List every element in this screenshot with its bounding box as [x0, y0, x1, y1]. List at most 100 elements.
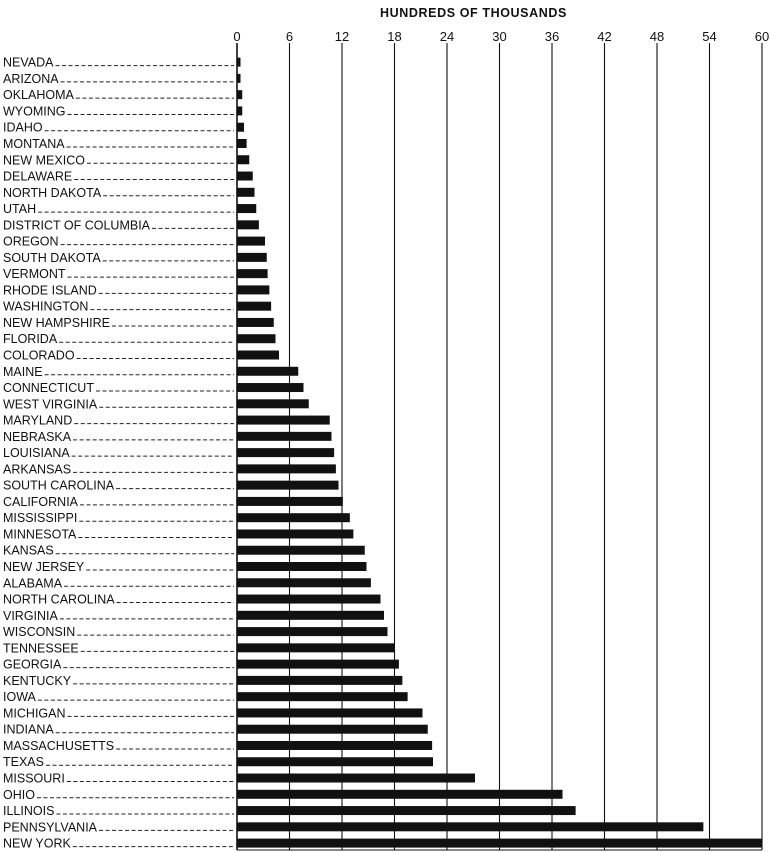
bar-new-hampshire: [237, 317, 274, 327]
x-tick-label-30: 30: [492, 29, 506, 44]
x-tick-label-18: 18: [387, 29, 401, 44]
bar-nevada: [237, 57, 241, 67]
bar-georgia: [237, 659, 399, 669]
category-label-district-of-columbia: DISTRICT OF COLUMBIA: [3, 218, 151, 232]
bar-massachusetts: [237, 740, 433, 750]
category-label-washington: WASHINGTON: [3, 300, 88, 314]
category-label-south-carolina: SOUTH CAROLINA: [3, 479, 115, 493]
category-label-rhode-island: RHODE ISLAND: [3, 283, 97, 297]
bar-illinois: [237, 806, 576, 816]
category-label-north-dakota: NORTH DAKOTA: [3, 186, 102, 200]
bar-wisconsin: [237, 627, 388, 637]
bar-arkansas: [237, 464, 336, 474]
bar-north-dakota: [237, 187, 255, 197]
bar-oregon: [237, 236, 265, 246]
category-label-missouri: MISSOURI: [3, 772, 65, 786]
category-label-new-hampshire: NEW HAMPSHIRE: [3, 316, 110, 330]
bar-oklahoma: [237, 90, 243, 100]
bar-vermont: [237, 269, 268, 279]
bar-tennessee: [237, 643, 395, 653]
category-label-south-dakota: SOUTH DAKOTA: [3, 251, 101, 265]
bar-pennsylvania: [237, 822, 704, 832]
x-tick-label-54: 54: [702, 29, 716, 44]
bar-ohio: [237, 789, 563, 799]
category-label-mississippi: MISSISSIPPI: [3, 511, 77, 525]
bar-new-mexico: [237, 155, 250, 165]
category-label-oklahoma: OKLAHOMA: [3, 88, 75, 102]
category-label-nebraska: NEBRASKA: [3, 430, 72, 444]
bar-missouri: [237, 773, 475, 783]
category-label-kansas: KANSAS: [3, 544, 54, 558]
bar-new-york: [237, 838, 762, 848]
bar-delaware: [237, 171, 253, 181]
bar-kansas: [237, 545, 365, 555]
category-label-virginia: VIRGINIA: [3, 609, 59, 623]
bar-new-jersey: [237, 562, 367, 572]
x-tick-label-0: 0: [233, 29, 240, 44]
category-label-iowa: IOWA: [3, 690, 37, 704]
category-label-massachusetts: MASSACHUSETTS: [3, 739, 114, 753]
bar-maryland: [237, 415, 330, 425]
category-label-illinois: ILLINOIS: [3, 804, 54, 818]
bar-colorado: [237, 350, 279, 360]
category-label-nevada: NEVADA: [3, 56, 54, 70]
bar-maine: [237, 366, 299, 376]
bar-michigan: [237, 708, 423, 718]
bar-montana: [237, 138, 247, 148]
category-label-alabama: ALABAMA: [3, 576, 63, 590]
bar-kentucky: [237, 675, 403, 685]
category-label-maryland: MARYLAND: [3, 414, 72, 428]
bar-florida: [237, 334, 276, 344]
x-tick-label-42: 42: [597, 29, 611, 44]
bar-alabama: [237, 578, 371, 588]
bar-iowa: [237, 692, 408, 702]
category-label-north-carolina: NORTH CAROLINA: [3, 593, 115, 607]
category-label-arizona: ARIZONA: [3, 72, 59, 86]
x-tick-label-60: 60: [755, 29, 769, 44]
bar-louisiana: [237, 448, 335, 458]
category-label-maine: MAINE: [3, 365, 43, 379]
category-label-florida: FLORIDA: [3, 332, 58, 346]
x-tick-label-12: 12: [335, 29, 349, 44]
bar-indiana: [237, 724, 428, 734]
bar-rhode-island: [237, 285, 270, 295]
category-label-idaho: IDAHO: [3, 121, 43, 135]
x-tick-label-24: 24: [440, 29, 454, 44]
bar-minnesota: [237, 529, 354, 539]
bar-west-virginia: [237, 399, 309, 409]
x-tick-label-36: 36: [545, 29, 559, 44]
bar-mississippi: [237, 513, 350, 523]
x-tick-label-6: 6: [286, 29, 293, 44]
x-tick-label-48: 48: [650, 29, 664, 44]
bar-connecticut: [237, 383, 304, 393]
category-label-connecticut: CONNECTICUT: [3, 381, 94, 395]
category-label-texas: TEXAS: [3, 755, 44, 769]
category-label-louisiana: LOUISIANA: [3, 446, 70, 460]
bar-district-of-columbia: [237, 220, 259, 230]
category-label-kentucky: KENTUCKY: [3, 674, 72, 688]
category-label-ohio: OHIO: [3, 788, 35, 802]
bar-utah: [237, 204, 257, 214]
category-label-colorado: COLORADO: [3, 348, 75, 362]
category-label-indiana: INDIANA: [3, 723, 54, 737]
bar-north-carolina: [237, 594, 381, 604]
bar-texas: [237, 757, 433, 767]
bar-wyoming: [237, 106, 243, 116]
category-label-vermont: VERMONT: [3, 267, 66, 281]
category-label-minnesota: MINNESOTA: [3, 527, 77, 541]
category-label-california: CALIFORNIA: [3, 495, 79, 509]
bar-washington: [237, 301, 272, 311]
chart-title: HUNDREDS OF THOUSANDS: [380, 6, 567, 20]
category-label-tennessee: TENNESSEE: [3, 641, 79, 655]
category-label-wyoming: WYOMING: [3, 104, 66, 118]
category-label-wisconsin: WISCONSIN: [3, 625, 75, 639]
bar-arizona: [237, 73, 241, 83]
category-label-montana: MONTANA: [3, 137, 65, 151]
bar-california: [237, 496, 343, 506]
category-label-georgia: GEORGIA: [3, 658, 62, 672]
category-label-west-virginia: WEST VIRGINIA: [3, 397, 98, 411]
bar-south-carolina: [237, 480, 339, 490]
bar-nebraska: [237, 431, 332, 441]
category-label-delaware: DELAWARE: [3, 170, 72, 184]
